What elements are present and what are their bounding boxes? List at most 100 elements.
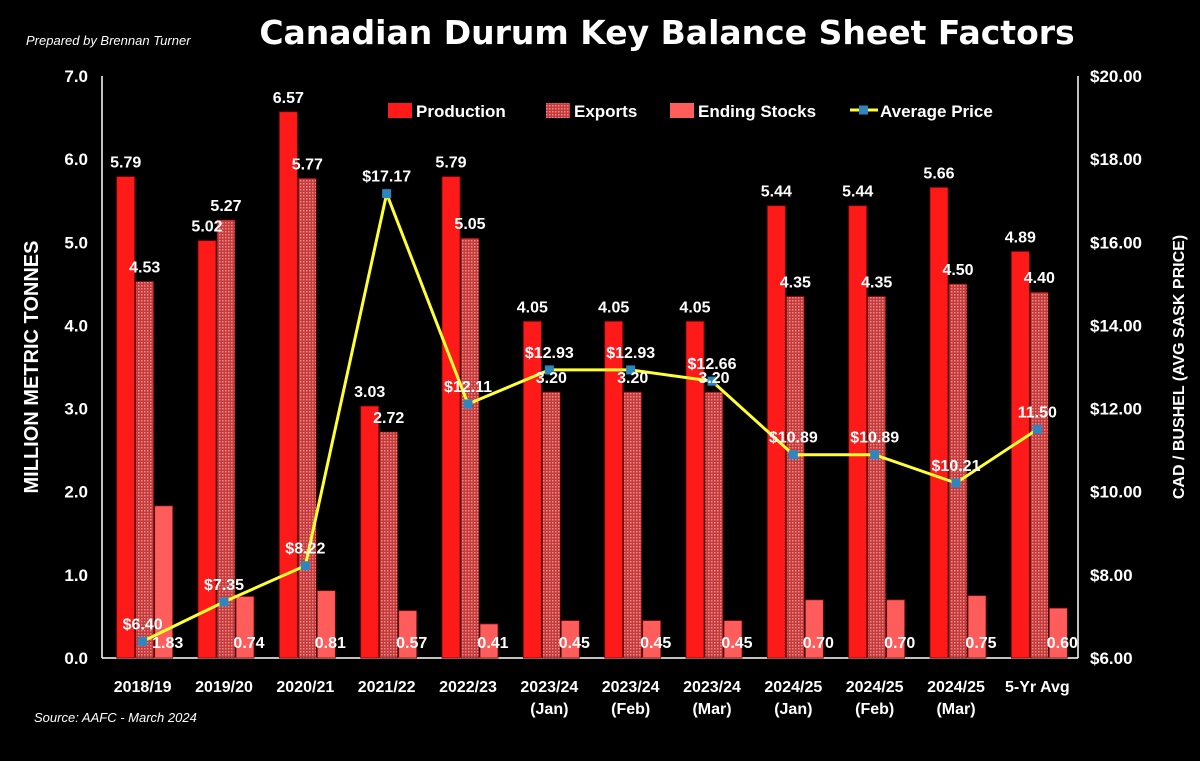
y-tick-label: 5.0	[64, 233, 88, 252]
data-label-average-price: $10.21	[932, 458, 981, 475]
bars	[116, 111, 1068, 659]
data-label-exports: 3.20	[536, 370, 567, 387]
price-marker	[707, 376, 717, 386]
y2-tick-label: $18.00	[1090, 150, 1142, 169]
data-label-average-price: $12.93	[525, 345, 574, 362]
legend-swatch	[388, 103, 412, 118]
x-tick-label: 2023/24	[602, 679, 660, 696]
bar-production	[604, 320, 624, 659]
y-tick-label: 2.0	[64, 483, 88, 502]
x-tick-label: 2023/24	[520, 679, 578, 696]
data-label-exports: 5.05	[454, 216, 485, 233]
data-label-exports: 4.35	[780, 274, 811, 291]
bar-production	[360, 405, 380, 659]
x-tick-label: (Jan)	[774, 701, 812, 718]
bar-exports	[460, 237, 480, 659]
y2-tick-label: $16.00	[1090, 233, 1142, 252]
data-label-production: 5.79	[435, 155, 466, 172]
y2-tick-label: $8.00	[1090, 566, 1133, 585]
prepared-by-note: Prepared by Brennan Turner	[26, 33, 191, 48]
legend-label: Average Price	[880, 102, 993, 121]
data-label-average-price: $12.93	[606, 345, 655, 362]
chart-title: Canadian Durum Key Balance Sheet Factors	[259, 13, 1074, 52]
y2-tick-label: $14.00	[1090, 316, 1142, 335]
data-label-ending-stocks: 0.70	[884, 635, 915, 652]
data-label-exports: 5.27	[210, 198, 241, 215]
legend-label: Exports	[574, 102, 637, 121]
bar-exports	[623, 391, 643, 659]
price-marker	[1032, 424, 1042, 434]
y2-axis-title: CAD / BUSHEL (AVG SASK PRICE)	[1171, 235, 1188, 499]
data-label-average-price: $12.66	[688, 356, 737, 373]
bar-ending-stocks	[235, 596, 255, 659]
bar-exports	[785, 295, 805, 659]
data-label-average-price: $17.17	[362, 169, 411, 186]
data-label-ending-stocks: 0.41	[477, 635, 508, 652]
x-tick-label: 2024/25	[927, 679, 985, 696]
y-tick-label: 3.0	[64, 400, 88, 419]
bar-exports	[867, 295, 887, 659]
price-marker	[626, 365, 636, 375]
data-label-exports: 3.20	[617, 370, 648, 387]
bar-exports	[297, 177, 317, 659]
bar-production	[848, 205, 868, 659]
data-label-ending-stocks: 0.45	[559, 635, 590, 652]
bar-ending-stocks	[479, 623, 499, 659]
bar-exports	[1029, 291, 1049, 659]
data-label-production: 4.05	[679, 299, 710, 316]
x-tick-label: (Jan)	[530, 701, 568, 718]
data-label-production: 4.89	[1005, 229, 1036, 246]
y-tick-label: 1.0	[64, 566, 88, 585]
y-axis-title: MILLION METRIC TONNES	[21, 241, 43, 494]
legend-label: Ending Stocks	[698, 102, 816, 121]
legend-label: Production	[416, 102, 506, 121]
data-labels: 5.79 5.02 6.57 3.03 5.79 4.05 4.05 4.05 5.44 5.44…	[110, 90, 1078, 652]
price-marker	[951, 478, 961, 488]
bar-ending-stocks	[316, 590, 336, 659]
price-marker	[788, 450, 798, 460]
x-tick-label: 2021/22	[358, 679, 416, 696]
x-tick-label: 2023/24	[683, 679, 741, 696]
bar-production	[929, 187, 949, 659]
price-line	[138, 188, 1042, 646]
bar-ending-stocks	[886, 599, 906, 659]
y2-tick-label: $6.00	[1090, 649, 1133, 668]
x-axis-categories: 2018/19 2019/20 2020/21 2021/22 2022/23 2023/…	[114, 679, 1070, 718]
data-label-average-price: $6.40	[123, 616, 163, 633]
bar-production	[522, 320, 542, 659]
x-tick-label: 2024/25	[764, 679, 822, 696]
bar-production	[1010, 251, 1030, 659]
bar-production	[441, 176, 461, 659]
x-tick-label: (Mar)	[936, 701, 975, 718]
bar-exports	[135, 280, 155, 659]
bar-ending-stocks	[398, 610, 418, 659]
data-label-ending-stocks: 0.81	[315, 635, 346, 652]
bar-production	[116, 176, 136, 659]
data-label-exports: 2.72	[373, 410, 404, 427]
data-label-exports: 5.77	[292, 156, 323, 173]
data-label-exports: 4.53	[129, 259, 160, 276]
bar-exports	[216, 219, 236, 659]
data-label-ending-stocks: 0.45	[721, 635, 752, 652]
data-label-average-price: $10.89	[769, 430, 818, 447]
legend-swatch	[670, 103, 694, 118]
legend-marker	[859, 105, 868, 115]
bar-production	[278, 111, 298, 659]
bar-ending-stocks	[642, 620, 662, 659]
data-label-ending-stocks: 0.74	[233, 635, 264, 652]
price-marker	[300, 561, 310, 571]
source-note: Source: AAFC - March 2024	[34, 710, 197, 725]
data-label-production: 5.79	[110, 155, 141, 172]
price-marker	[870, 450, 880, 460]
bar-ending-stocks	[560, 620, 580, 659]
data-label-exports: 4.40	[1024, 270, 1055, 287]
price-line-path	[142, 188, 1039, 643]
data-label-ending-stocks: 0.70	[803, 635, 834, 652]
data-label-production: 4.05	[517, 299, 548, 316]
data-label-average-price: $10.89	[850, 430, 899, 447]
bar-exports	[541, 391, 561, 659]
x-tick-label: 2022/23	[439, 679, 497, 696]
data-label-production: 5.66	[923, 165, 954, 182]
y-axis-ticks: 0.0 1.0 2.0 3.0 4.0 5.0 6.0 7.0	[64, 67, 88, 668]
